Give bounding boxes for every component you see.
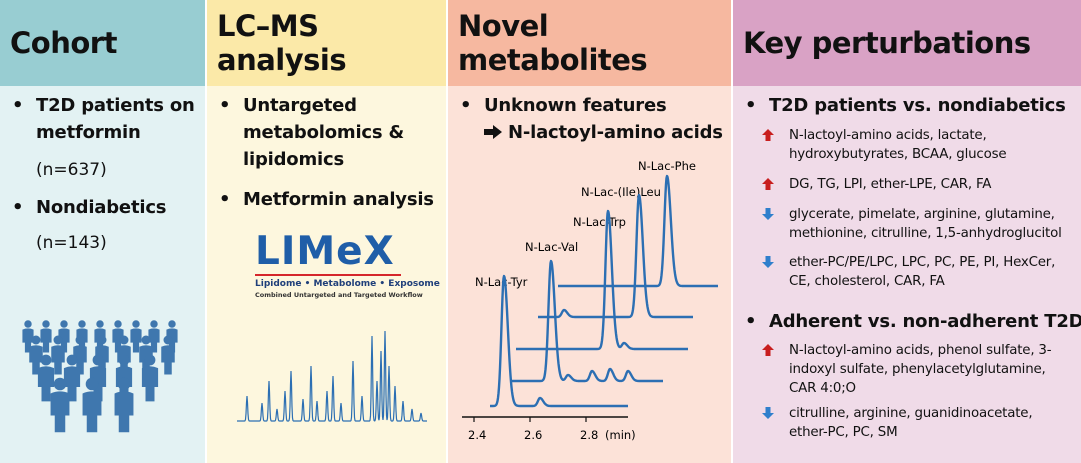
person-9 — [29, 335, 43, 375]
cohort-bullet-t2d-label: T2D patients on metformin — [36, 95, 195, 143]
person-21 — [50, 377, 70, 433]
key-group-1-heading-label: T2D patients vs. nondiabetics — [769, 95, 1066, 116]
down-arrow-icon — [762, 407, 774, 419]
person-16 — [37, 354, 55, 402]
lcms-bullet-metformin: • Metformin analysis — [219, 186, 444, 213]
key-item-1: N-lactoyl-amino acids, lactate, hydroxyb… — [761, 126, 1073, 164]
down-arrow-icon — [762, 208, 774, 220]
peak-label-trp: N-Lac-Trp — [573, 215, 626, 229]
lcms-bullet-untargeted-label: Untargeted metabolomics & lipidomics — [243, 95, 404, 170]
person-17 — [63, 354, 81, 402]
key-item-3-text: glycerate, pimelate, arginine, glutamine… — [789, 207, 1062, 241]
trace-ileleu — [537, 193, 694, 319]
key-item-2: DG, TG, LPI, ether-LPE, CAR, FA — [761, 175, 1073, 194]
lcms-panel: LC–MS analysis • Untargeted metabolomics … — [207, 0, 446, 463]
key-item-4-text: ether-PC/PE/LPC, LPC, PC, PE, PI, HexCer… — [789, 255, 1056, 289]
right-arrow-icon — [484, 119, 502, 146]
cohort-bullet-t2d: • T2D patients on metformin — [12, 92, 202, 146]
key-group-1-heading: • T2D patients vs. nondiabetics — [745, 92, 1081, 119]
cohort-title: Cohort — [0, 0, 205, 86]
x-unit: (min) — [605, 428, 636, 442]
novel-chromatogram: N-Lac-Tyr N-Lac-Val N-Lac-Trp N-Lac-(Ile… — [462, 159, 719, 442]
cohort-nondiabetic-count: (n=143) — [36, 233, 107, 253]
lcms-bullet-metformin-label: Metformin analysis — [243, 189, 434, 210]
novel-body: • Unknown features N-lactoyl-amino acids … — [448, 86, 731, 463]
person-20 — [141, 354, 159, 402]
key-item-5-text: N-lactoyl-amino acids, phenol sulfate, 3… — [789, 343, 1052, 396]
limex-tagline: Combined Untargeted and Targeted Workflo… — [255, 291, 423, 299]
people-crowd-icon — [22, 320, 178, 433]
x-tick-2-6: 2.6 — [524, 428, 542, 442]
person-23 — [114, 377, 134, 433]
novel-panel: Novel metabolites • Unknown features N-la… — [448, 0, 731, 463]
up-arrow-icon — [762, 344, 774, 356]
key-item-6-text: citrulline, arginine, guanidinoacetate, … — [789, 406, 1033, 440]
novel-result-label: N-lactoyl-amino acids — [508, 122, 723, 143]
peak-label-tyr: N-Lac-Tyr — [475, 275, 528, 289]
limex-trace — [237, 330, 427, 422]
x-tick-2-4: 2.4 — [468, 428, 486, 442]
novel-bullet-label: Unknown features — [484, 95, 667, 116]
key-body: • T2D patients vs. nondiabetics N-lactoyl… — [733, 86, 1081, 463]
key-item-6: citrulline, arginine, guanidinoacetate, … — [761, 404, 1073, 442]
key-item-5: N-lactoyl-amino acids, phenol sulfate, 3… — [761, 341, 1073, 398]
limex-logo-text: LIMeX — [255, 229, 395, 274]
key-title: Key perturbations — [733, 0, 1081, 86]
key-group-2-heading: • Adherent vs. non-adherent T2D — [745, 308, 1081, 335]
key-panel: Key perturbations • T2D patients vs. nond… — [733, 0, 1081, 463]
trace-val — [509, 259, 664, 383]
up-arrow-icon — [762, 129, 774, 141]
peak-label-ileleu: N-Lac-(Ile)Leu — [581, 185, 661, 199]
key-item-4: ether-PC/PE/LPC, LPC, PC, PE, PI, HexCer… — [761, 253, 1073, 291]
person-6 — [130, 320, 142, 353]
key-item-1-text: N-lactoyl-amino acids, lactate, hydroxyb… — [789, 128, 1007, 162]
cohort-t2d-count: (n=637) — [36, 160, 107, 180]
person-10 — [51, 335, 65, 375]
cohort-bullet-nondiabetics-label: Nondiabetics — [36, 197, 167, 218]
trace-phe — [557, 174, 719, 288]
trace-tyr — [489, 274, 629, 408]
key-group-2-heading-label: Adherent vs. non-adherent T2D — [769, 311, 1081, 332]
lcms-bullet-untargeted: • Untargeted metabolomics & lipidomics — [219, 92, 444, 173]
cohort-bullet-nondiabetics: • Nondiabetics — [12, 194, 202, 221]
key-item-3: glycerate, pimelate, arginine, glutamine… — [761, 205, 1073, 243]
lcms-title: LC–MS analysis — [207, 0, 446, 86]
down-arrow-icon — [762, 256, 774, 268]
novel-result: N-lactoyl-amino acids — [484, 119, 731, 146]
novel-bullet-unknown: • Unknown features — [460, 92, 730, 119]
limex-subtitle: Lipidome • Metabolome • Exposome — [255, 279, 440, 289]
cohort-panel: Cohort • T2D patients on metformin (n=637… — [0, 0, 205, 463]
person-15 — [161, 335, 175, 375]
x-tick-2-8: 2.8 — [580, 428, 598, 442]
trace-trp — [515, 209, 689, 351]
lcms-body: • Untargeted metabolomics & lipidomics • M… — [207, 86, 446, 463]
peak-label-val: N-Lac-Val — [525, 240, 578, 254]
limex-logo-underline — [255, 274, 401, 276]
limex-chromatogram — [237, 330, 427, 422]
person-1 — [40, 320, 52, 353]
peak-label-phe: N-Lac-Phe — [638, 159, 696, 173]
person-22 — [82, 377, 102, 433]
cohort-body: • T2D patients on metformin (n=637) • Nond… — [0, 86, 205, 463]
up-arrow-icon — [762, 178, 774, 190]
limex-logo: LIMeX Lipidome • Metabolome • Exposome C… — [255, 229, 440, 299]
key-item-2-text: DG, TG, LPI, ether-LPE, CAR, FA — [789, 177, 992, 192]
novel-title: Novel metabolites — [448, 0, 731, 86]
